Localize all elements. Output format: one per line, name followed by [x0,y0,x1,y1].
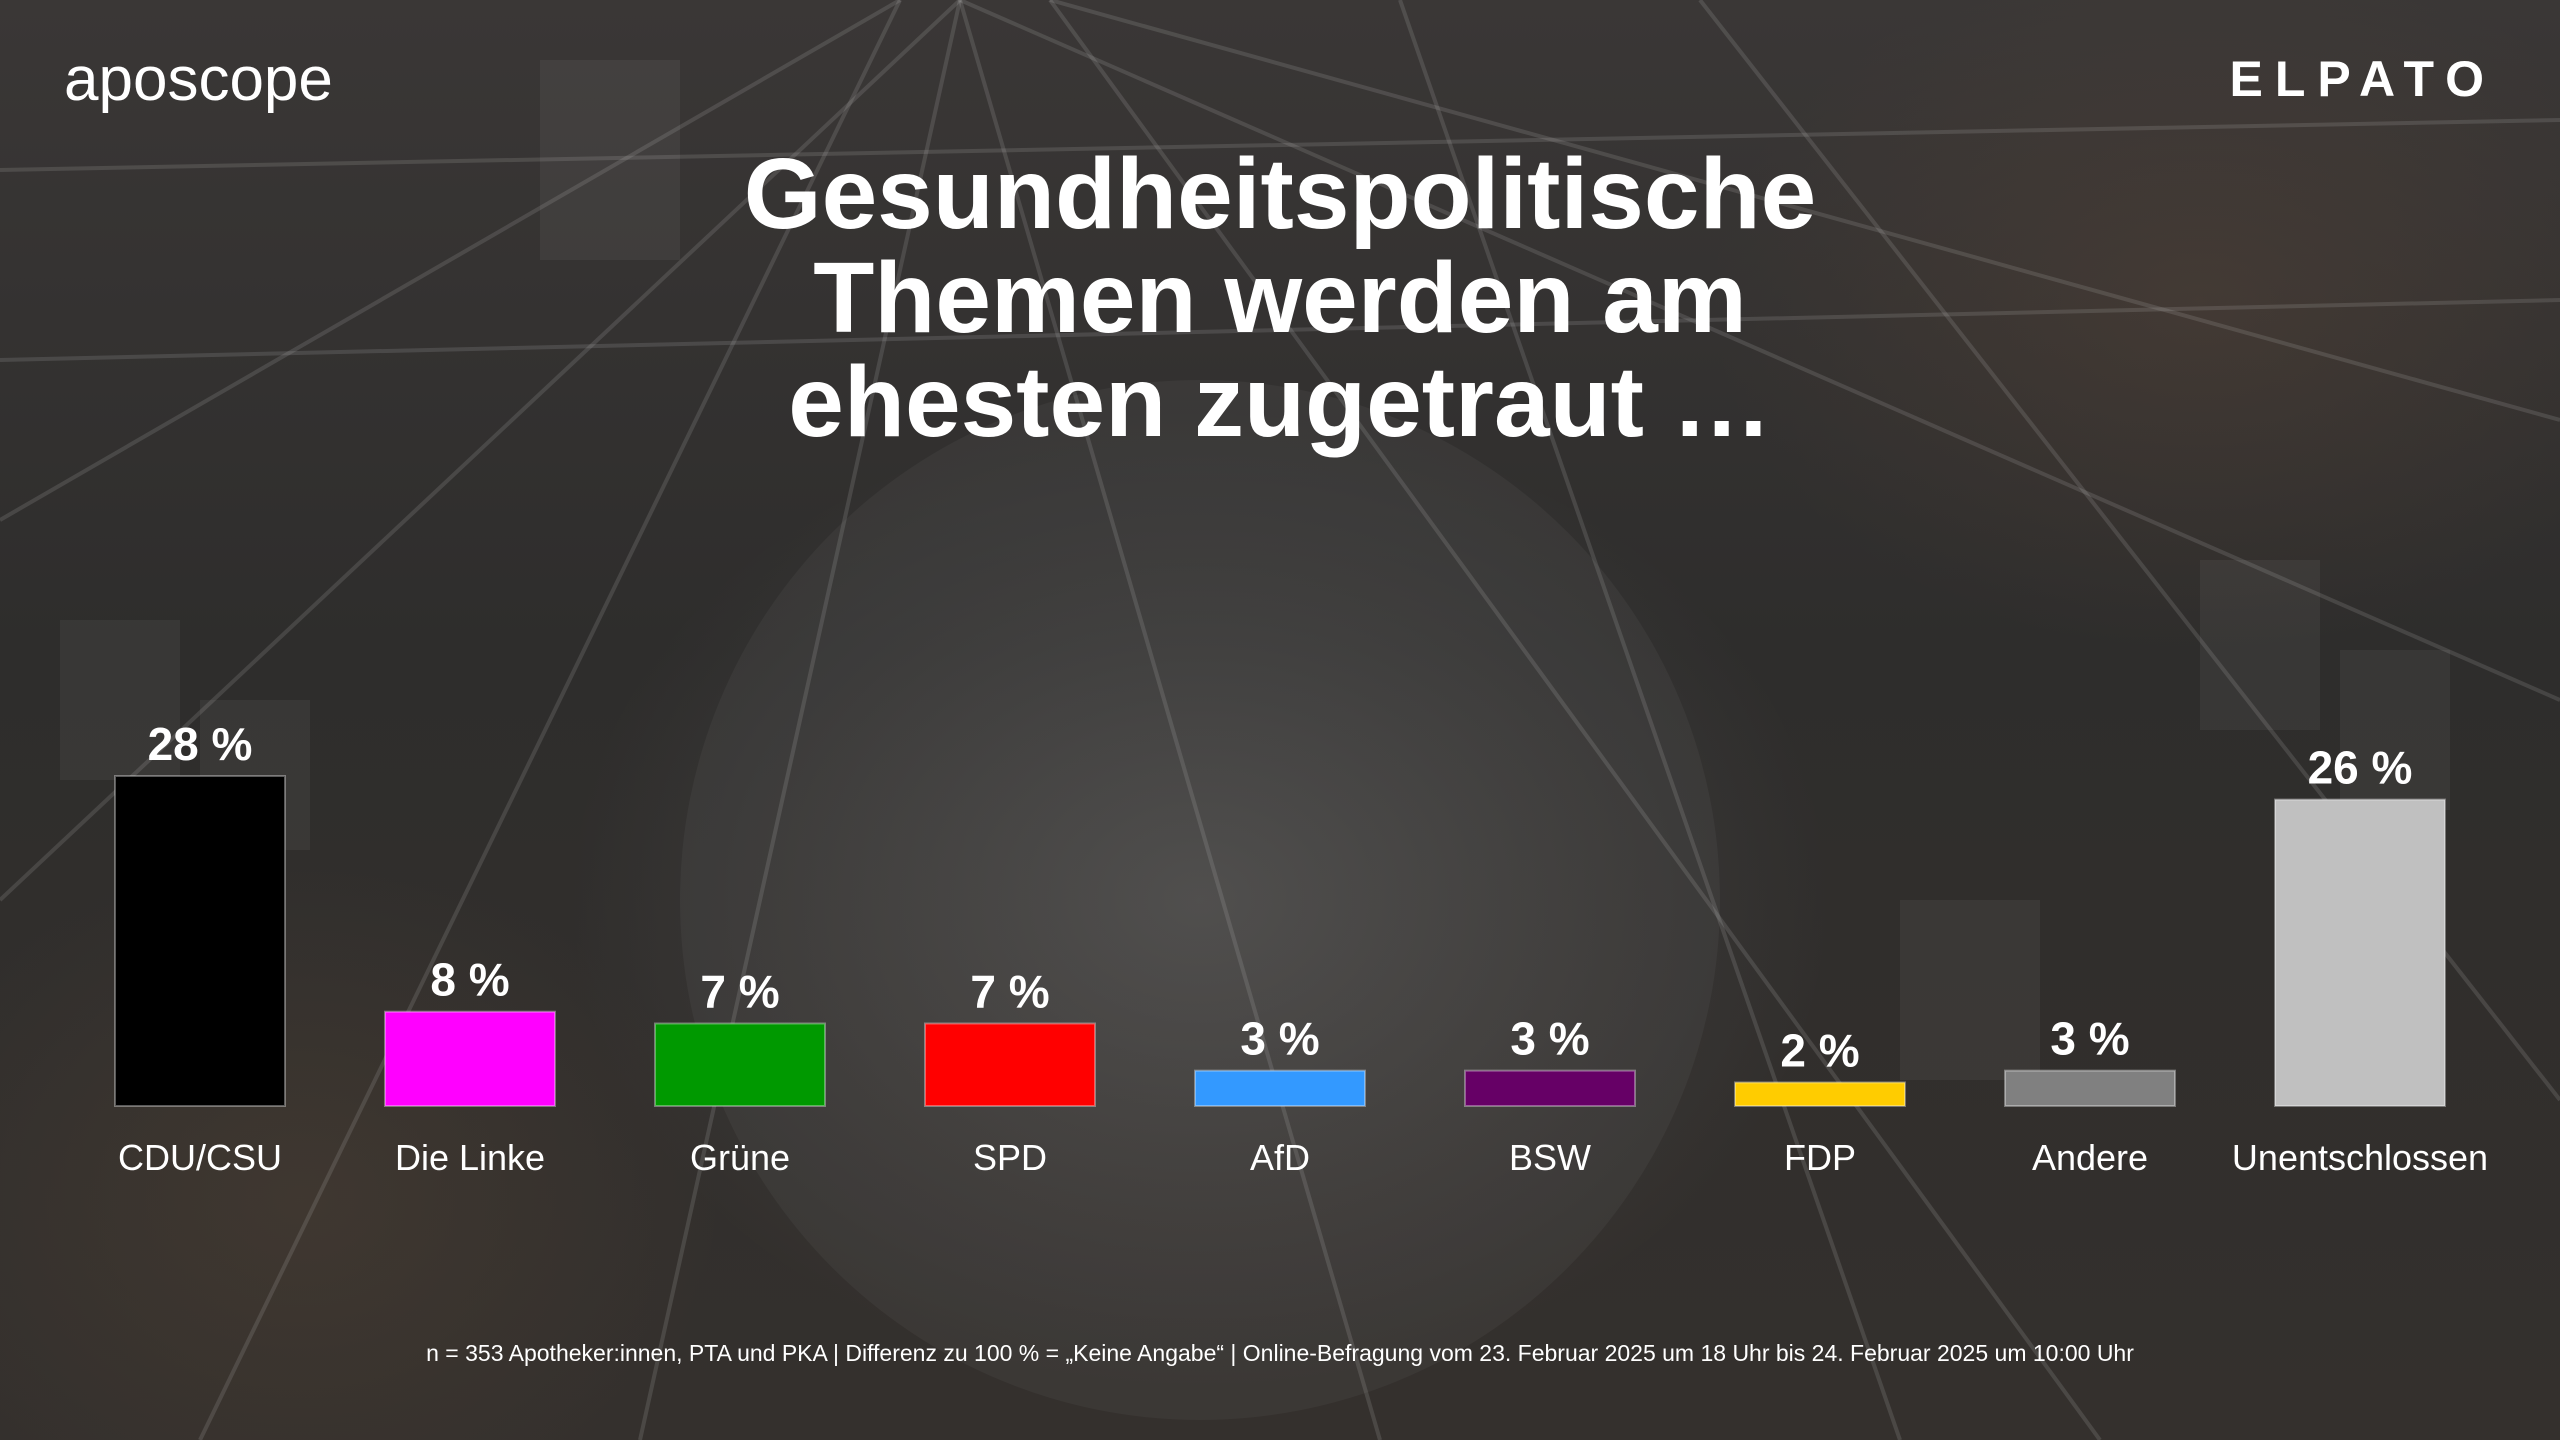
bar-value-label: 2 % [1780,1024,1859,1076]
elpato-logo: ELPATO [2229,51,2496,107]
bar-value-label: 8 % [430,954,509,1006]
bar [114,775,286,1107]
category-label: AfD [1250,1137,1310,1178]
category-label: Grüne [690,1137,790,1178]
category-label: CDU/CSU [118,1137,282,1178]
bar [384,1010,556,1108]
bar-value-label: 3 % [1510,1013,1589,1065]
category-label: Die Linke [395,1137,545,1178]
title-line: Gesundheitspolitische [743,138,1817,250]
bar-value-label: 7 % [970,966,1049,1018]
bar-value-label: 28 % [148,718,253,770]
bar [1464,1069,1636,1107]
bar-value-label: 26 % [2308,742,2413,794]
chart-title: Gesundheitspolitische Themen werden am e… [380,142,2180,454]
bar [2004,1069,2176,1107]
bar-value-label: 3 % [1240,1013,1319,1065]
category-label: FDP [1784,1137,1856,1178]
bar [1734,1081,1906,1108]
category-label: Unentschlossen [2232,1137,2488,1178]
bar-value-label: 7 % [700,966,779,1018]
bar-value-label: 3 % [2050,1013,2129,1065]
footnote: n = 353 Apotheker:innen, PTA und PKA | D… [426,1340,2134,1366]
bar [654,1022,826,1107]
category-label: SPD [973,1137,1047,1178]
bar [924,1022,1096,1107]
category-label: BSW [1509,1137,1591,1178]
aposcope-logo: aposcope [64,45,333,114]
title-line: ehesten zugetraut … [788,346,1772,458]
category-label: Andere [2032,1137,2148,1178]
bar [1194,1069,1366,1107]
title-line: Themen werden am [813,242,1747,354]
bar [2274,798,2446,1107]
